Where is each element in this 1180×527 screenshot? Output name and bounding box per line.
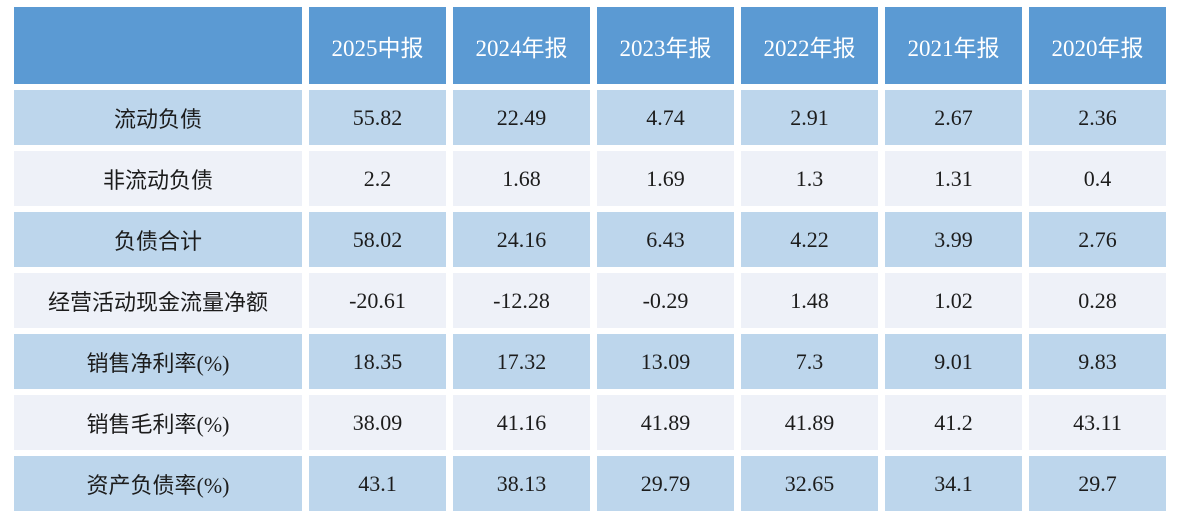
column-header-1: 2025中报 <box>309 7 446 84</box>
value-cell: 41.89 <box>741 395 878 450</box>
table-row: 流动负债 55.82 22.49 4.74 2.91 2.67 2.36 <box>14 90 1166 145</box>
header-row: 2025中报 2024年报 2023年报 2022年报 2021年报 2020年报 <box>14 7 1166 84</box>
value-cell: 58.02 <box>309 212 446 267</box>
value-cell: 2.91 <box>741 90 878 145</box>
column-header-3: 2023年报 <box>597 7 734 84</box>
column-header-5: 2021年报 <box>885 7 1022 84</box>
value-cell: 41.16 <box>453 395 590 450</box>
column-header-4: 2022年报 <box>741 7 878 84</box>
value-cell: 32.65 <box>741 456 878 511</box>
column-header-2: 2024年报 <box>453 7 590 84</box>
value-cell: 9.83 <box>1029 334 1166 389</box>
table-row: 非流动负债 2.2 1.68 1.69 1.3 1.31 0.4 <box>14 151 1166 206</box>
table-row: 资产负债率(%) 43.1 38.13 29.79 32.65 34.1 29.7 <box>14 456 1166 511</box>
table-row: 负债合计 58.02 24.16 6.43 4.22 3.99 2.76 <box>14 212 1166 267</box>
row-label: 销售净利率(%) <box>14 334 302 389</box>
value-cell: -20.61 <box>309 273 446 328</box>
column-header-6: 2020年报 <box>1029 7 1166 84</box>
table-row: 销售毛利率(%) 38.09 41.16 41.89 41.89 41.2 43.11 <box>14 395 1166 450</box>
value-cell: 34.1 <box>885 456 1022 511</box>
value-cell: 0.4 <box>1029 151 1166 206</box>
value-cell: 1.68 <box>453 151 590 206</box>
value-cell: 41.89 <box>597 395 734 450</box>
value-cell: 1.3 <box>741 151 878 206</box>
value-cell: 6.43 <box>597 212 734 267</box>
value-cell: 17.32 <box>453 334 590 389</box>
value-cell: 7.3 <box>741 334 878 389</box>
table-row: 经营活动现金流量净额 -20.61 -12.28 -0.29 1.48 1.02 0.28 <box>14 273 1166 328</box>
value-cell: -0.29 <box>597 273 734 328</box>
value-cell: 2.76 <box>1029 212 1166 267</box>
row-label: 经营活动现金流量净额 <box>14 273 302 328</box>
row-label: 流动负债 <box>14 90 302 145</box>
value-cell: 29.7 <box>1029 456 1166 511</box>
value-cell: 4.74 <box>597 90 734 145</box>
value-cell: 1.48 <box>741 273 878 328</box>
value-cell: 41.2 <box>885 395 1022 450</box>
value-cell: 24.16 <box>453 212 590 267</box>
value-cell: 9.01 <box>885 334 1022 389</box>
row-label: 销售毛利率(%) <box>14 395 302 450</box>
value-cell: 22.49 <box>453 90 590 145</box>
value-cell: 13.09 <box>597 334 734 389</box>
value-cell: 55.82 <box>309 90 446 145</box>
value-cell: 3.99 <box>885 212 1022 267</box>
row-label: 资产负债率(%) <box>14 456 302 511</box>
value-cell: 29.79 <box>597 456 734 511</box>
value-cell: 38.13 <box>453 456 590 511</box>
corner-cell <box>14 7 302 84</box>
value-cell: 2.67 <box>885 90 1022 145</box>
row-label: 非流动负债 <box>14 151 302 206</box>
value-cell: 43.11 <box>1029 395 1166 450</box>
value-cell: 18.35 <box>309 334 446 389</box>
table-row: 销售净利率(%) 18.35 17.32 13.09 7.3 9.01 9.83 <box>14 334 1166 389</box>
value-cell: 4.22 <box>741 212 878 267</box>
value-cell: 2.2 <box>309 151 446 206</box>
value-cell: 1.69 <box>597 151 734 206</box>
value-cell: 1.02 <box>885 273 1022 328</box>
financial-indicators-table: 2025中报 2024年报 2023年报 2022年报 2021年报 2020年报 流动负… <box>7 1 1173 517</box>
value-cell: 1.31 <box>885 151 1022 206</box>
value-cell: 2.36 <box>1029 90 1166 145</box>
value-cell: 38.09 <box>309 395 446 450</box>
value-cell: 43.1 <box>309 456 446 511</box>
row-label: 负债合计 <box>14 212 302 267</box>
value-cell: -12.28 <box>453 273 590 328</box>
table-body: 流动负债 55.82 22.49 4.74 2.91 2.67 2.36 非流动负债 2.2 1.… <box>14 90 1166 511</box>
value-cell: 0.28 <box>1029 273 1166 328</box>
